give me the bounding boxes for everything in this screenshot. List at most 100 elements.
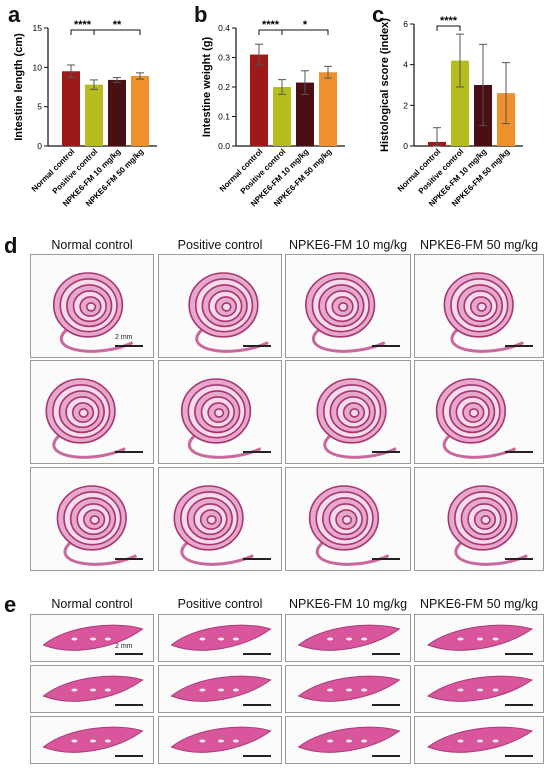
vessel	[218, 739, 224, 743]
tissue-image	[42, 624, 144, 651]
panel-letter-c: c	[372, 2, 385, 27]
d-header-normal-control: Normal control	[51, 238, 133, 252]
vessel	[199, 739, 206, 743]
vessel	[346, 739, 352, 743]
scale-bar	[372, 558, 400, 560]
tissue-ring	[221, 302, 232, 312]
vessel	[71, 688, 78, 692]
e-header-npke6-50: NPKE6-FM 50 mg/kg	[419, 597, 539, 611]
tissue-ring	[338, 302, 349, 312]
vessel	[218, 688, 224, 692]
bar	[131, 75, 149, 146]
bar	[85, 84, 103, 146]
vessel	[71, 637, 78, 641]
y-tick-label: 5	[37, 102, 42, 112]
vessel	[346, 688, 352, 692]
d-header-npke6-10: NPKE6-FM 10 mg/kg	[288, 238, 408, 252]
tissue-image	[170, 624, 272, 651]
tissue-strand	[315, 540, 390, 566]
tissue-image	[56, 485, 137, 566]
scale-bar	[243, 451, 271, 453]
y-axis-label: Intestine length (cm)	[13, 33, 25, 141]
tissue-image	[42, 726, 144, 753]
tissue-ring	[349, 408, 360, 418]
histology-tile-liver	[414, 716, 544, 764]
tissue-image	[180, 378, 262, 459]
tissue-strand	[323, 433, 397, 459]
tissue-image	[435, 378, 517, 459]
panel-letter-d: d	[4, 233, 18, 258]
y-tick-label: 0.0	[218, 141, 230, 151]
histology-tile-liver	[30, 716, 154, 764]
scale-bar-label: 2 mm	[115, 643, 133, 650]
histology-tile-colon	[30, 467, 154, 571]
panel-letter-e: e	[4, 592, 17, 617]
vessel	[232, 739, 239, 743]
vessel	[232, 688, 239, 692]
bar	[451, 60, 469, 146]
scale-bar	[372, 451, 400, 453]
scale-bar	[115, 558, 143, 560]
tissue-image	[45, 378, 126, 459]
significance-label: *	[303, 19, 308, 31]
tissue-strand	[442, 433, 517, 459]
tissue-image	[297, 726, 401, 753]
tissue-image	[52, 272, 134, 353]
vessel	[327, 688, 334, 692]
tissue-image	[170, 726, 272, 753]
tissue-image	[426, 624, 534, 651]
scale-bar	[243, 558, 271, 560]
tissue-image	[297, 675, 401, 702]
tissue-ring	[89, 515, 100, 525]
vessel	[492, 739, 499, 743]
vessel	[71, 739, 78, 743]
tissue-ring	[476, 302, 487, 312]
vessel	[327, 637, 334, 641]
y-tick-label: 10	[33, 62, 43, 72]
vessel	[361, 739, 368, 743]
tissue-image	[42, 675, 144, 702]
histology-tile-liver	[285, 665, 411, 713]
d-header-positive-control: Positive control	[177, 238, 263, 252]
scale-bar	[115, 704, 143, 706]
tissue-image	[173, 485, 254, 566]
y-tick-label: 0.4	[218, 23, 230, 33]
vessel	[104, 739, 111, 743]
tissue-ring	[468, 408, 480, 418]
tissue-ring	[78, 408, 89, 418]
significance-bracket	[436, 25, 461, 31]
scale-bar	[115, 345, 143, 347]
y-tick-label: 15	[33, 23, 43, 33]
vessel	[104, 637, 111, 641]
significance-label: ****	[440, 15, 458, 27]
significance-label: ****	[262, 19, 280, 31]
histology-tile-liver	[414, 665, 544, 713]
tissue-strand	[311, 327, 386, 353]
y-tick-label: 0.1	[218, 112, 230, 122]
scale-bar	[505, 558, 533, 560]
tissue-strand	[454, 540, 528, 566]
bar	[319, 72, 337, 146]
y-tick-label: 0	[37, 141, 42, 151]
tissue-image	[426, 675, 534, 702]
scale-bar	[243, 653, 271, 655]
scale-bar	[115, 755, 143, 757]
y-tick-label: 0	[403, 141, 408, 151]
histology-tile-colon	[414, 254, 544, 358]
scale-bar	[505, 704, 533, 706]
vessel	[90, 637, 96, 641]
tissue-image	[426, 726, 534, 753]
tissue-strand	[195, 327, 269, 353]
tissue-strand	[52, 433, 126, 459]
scale-bar	[372, 704, 400, 706]
histology-tile-colon: 2 mm	[30, 254, 154, 358]
tissue-ring	[213, 408, 225, 418]
d-header-npke6-50: NPKE6-FM 50 mg/kg	[419, 238, 539, 252]
e-header-positive-control: Positive control	[177, 597, 263, 611]
vessel	[90, 688, 96, 692]
histology-tile-colon	[158, 360, 282, 464]
histology-tile-colon	[285, 467, 411, 571]
scale-bar	[243, 704, 271, 706]
tissue-image	[188, 272, 269, 353]
scale-bar	[115, 451, 143, 453]
